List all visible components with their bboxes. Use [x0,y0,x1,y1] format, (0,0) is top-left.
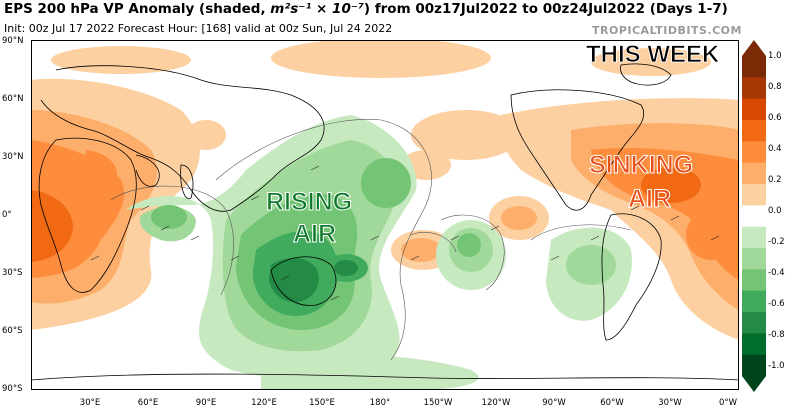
lat-label-0: 0° [2,210,12,220]
lat-label-60s: 60°S [2,326,23,336]
lat-label-90s: 90°S [2,384,23,394]
lon-label-120w: 120°W [481,398,511,408]
lat-label-60n: 60°N [2,94,24,104]
antarctica-outline [31,373,739,381]
contour-1 [110,185,234,296]
rising-air-label-line1: RISING [266,188,352,216]
map-title: EPS 200 hPa VP Anomaly (shaded, m²s⁻¹ × … [4,1,728,17]
annotations: THIS WEEK RISING AIR SINKING AIR [266,41,721,249]
arabia-outline [135,154,160,187]
colorbar-segment [742,98,766,121]
africa-outline [38,137,137,293]
colorbar-label-neg-0-6: -0.6 [768,299,785,309]
colorbar-segment [742,290,766,313]
colorbar-segment [742,226,766,249]
this-week-label: THIS WEEK [586,41,720,68]
lon-label-120e: 120°E [251,398,277,408]
continent-outlines [31,63,739,381]
lat-label-30s: 30°S [2,268,23,278]
eurasia-outline [40,65,325,212]
sinking-air-label-line1: SINKING [589,151,693,179]
colorbar-label-neg-0-8: -0.8 [768,330,785,340]
contour-4 [530,224,632,241]
lon-label-60e: 60°E [137,398,159,408]
contour-lines [110,119,632,361]
lon-label-90w: 90°W [542,398,566,408]
lon-label-60w: 60°W [600,398,624,408]
lon-label-90e: 90°E [195,398,217,408]
colorbar-label-neg-0-4: -0.4 [768,268,785,278]
credit-label: TROPICALTIDBITS.COM [592,24,742,37]
lon-label-30e: 30°E [79,398,101,408]
colorbar [742,40,766,392]
colorbar-segment [742,184,766,206]
colorbar-label-neg-0-2: -0.2 [768,237,785,247]
colorbar-bottom-arrow [742,376,766,392]
sinking-air-label-line2: AIR [628,185,671,213]
colorbar-segment [742,354,766,377]
colorbar-label-0-8: 0.8 [768,82,782,92]
colorbar-label-1-0: 1.0 [768,51,782,61]
map-subtitle: Init: 00z Jul 17 2022 Forecast Hour: [16… [4,22,393,35]
colorbar-segment [742,248,766,270]
colorbar-segments [742,56,766,377]
lon-label-150e: 150°E [309,398,335,408]
colorbar-segment [742,269,766,292]
map-frame [31,40,739,390]
colorbar-segment [742,56,766,78]
colorbar-label-0-6: 0.6 [768,113,782,123]
colorbar-segment [742,120,766,142]
lat-label-30n: 30°N [2,152,24,162]
colorbar-label-neg-1-0: -1.0 [768,361,785,371]
lon-label-150w: 150°W [423,398,453,408]
lat-label-90n: 90°N [2,36,24,46]
colorbar-top-arrow [742,40,766,56]
colorbar-label-0-4: 0.4 [768,144,782,154]
australia-outline [270,256,337,306]
colorbar-segment [742,312,766,334]
lon-label-30w: 30°W [658,398,682,408]
lon-label-0w: 0°W [718,398,738,408]
colorbar-segment [742,333,766,356]
greenland-outline [620,63,672,86]
arctic-positive-anomaly [51,40,711,78]
indo-pacific-negative-anomaly [126,115,417,379]
colorbar-segment [742,162,766,185]
colorbar-segment [742,205,766,228]
colorbar-segment [742,77,766,100]
americas-positive-anomaly [499,98,739,340]
south-pacific-negative-anomaly [261,220,632,390]
india-outline [180,164,194,200]
lon-label-180: 180° [369,398,391,408]
south-america-outline [601,213,662,341]
rising-air-label-line2: AIR [293,220,336,248]
north-america-outline [510,89,644,211]
contour-3 [440,214,505,291]
colorbar-segment [742,141,766,164]
velocity-potential-map: THIS WEEK RISING AIR SINKING AIR [31,40,739,390]
divergent-wind-vectors [90,165,720,301]
contour-5 [410,232,457,253]
colorbar-label-0-0: 0.0 [768,206,782,216]
colorbar-label-0-2: 0.2 [768,175,782,185]
contour-2 [215,119,432,361]
